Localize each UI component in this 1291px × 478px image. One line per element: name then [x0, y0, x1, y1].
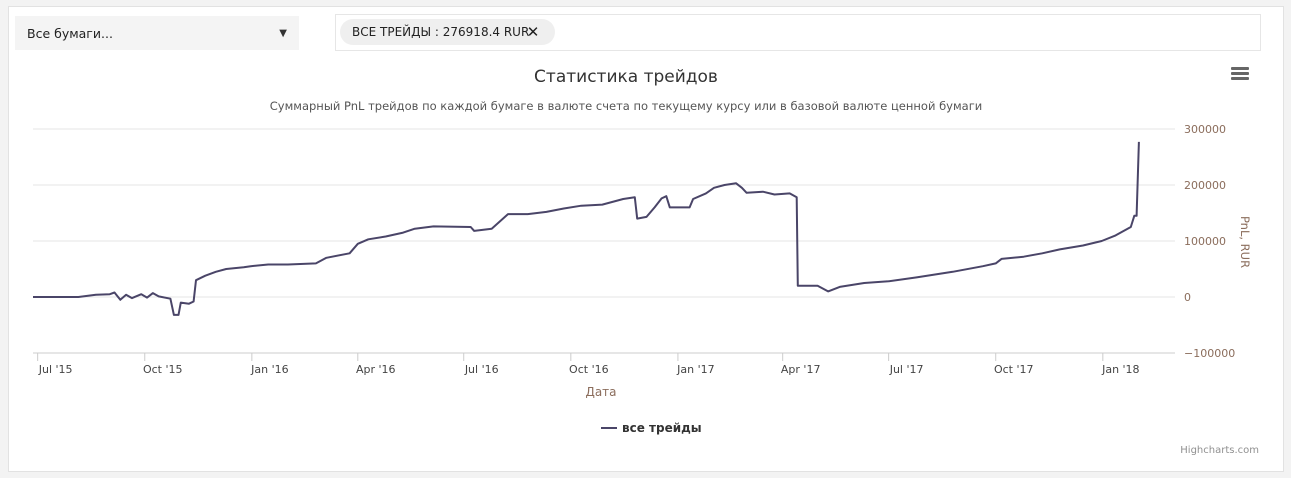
security-select[interactable]: Все бумаги... ▼ [15, 16, 299, 50]
y-tick-label: −100000 [1184, 347, 1235, 360]
series-line-all-trades[interactable] [33, 141, 1140, 316]
x-tick-label: Jan '17 [676, 363, 714, 376]
grid-lines [33, 128, 1175, 354]
x-axis: Jul '15 Oct '15 Jan '16 Apr '16 Jul '16 Oct '… [33, 352, 1175, 376]
chart-subtitle: Суммарный PnL трейдов по каждой бумаге в… [270, 99, 982, 113]
x-tick-label: Oct '16 [569, 363, 609, 376]
x-tick-label: Jul '17 [889, 363, 924, 376]
chart-title: Статистика трейдов [534, 67, 718, 87]
y-tick-label: 200000 [1184, 179, 1226, 192]
x-tick-label: Jan '16 [250, 363, 288, 376]
chevron-down-icon[interactable]: ▼ [279, 27, 287, 39]
hamburger-menu-icon[interactable] [1231, 67, 1249, 81]
x-tick-label: Apr '16 [356, 363, 396, 376]
x-tick-label: Jul '16 [464, 363, 499, 376]
filter-tags-input[interactable]: ВСЕ ТРЕЙДЫ : 276918.4 RUR ✕ [335, 14, 1261, 51]
chart-card [8, 6, 1284, 472]
close-icon[interactable]: ✕ [526, 23, 540, 41]
legend[interactable]: все трейды [601, 421, 702, 435]
y-axis-labels: 300000 200000 100000 0 −100000 [1184, 123, 1235, 360]
y-tick-label: 300000 [1184, 123, 1226, 136]
filter-tag: ВСЕ ТРЕЙДЫ : 276918.4 RUR ✕ [340, 19, 556, 45]
x-tick-label: Oct '17 [994, 363, 1034, 376]
x-tick-label: Jul '15 [38, 363, 73, 376]
x-tick-label: Apr '17 [781, 363, 821, 376]
legend-item-label[interactable]: все трейды [622, 421, 702, 435]
highcharts-credit[interactable]: Highcharts.com [1180, 445, 1259, 456]
y-tick-label: 0 [1184, 291, 1191, 304]
x-axis-title: Дата [585, 385, 616, 399]
filter-tag-label: ВСЕ ТРЕЙДЫ : 276918.4 RUR [352, 25, 530, 39]
security-select-value: Все бумаги... [27, 25, 113, 41]
y-tick-label: 100000 [1184, 235, 1226, 248]
y-axis-title: PnL, RUR [1238, 216, 1252, 268]
x-tick-label: Oct '15 [143, 363, 183, 376]
x-tick-label: Jan '18 [1101, 363, 1139, 376]
